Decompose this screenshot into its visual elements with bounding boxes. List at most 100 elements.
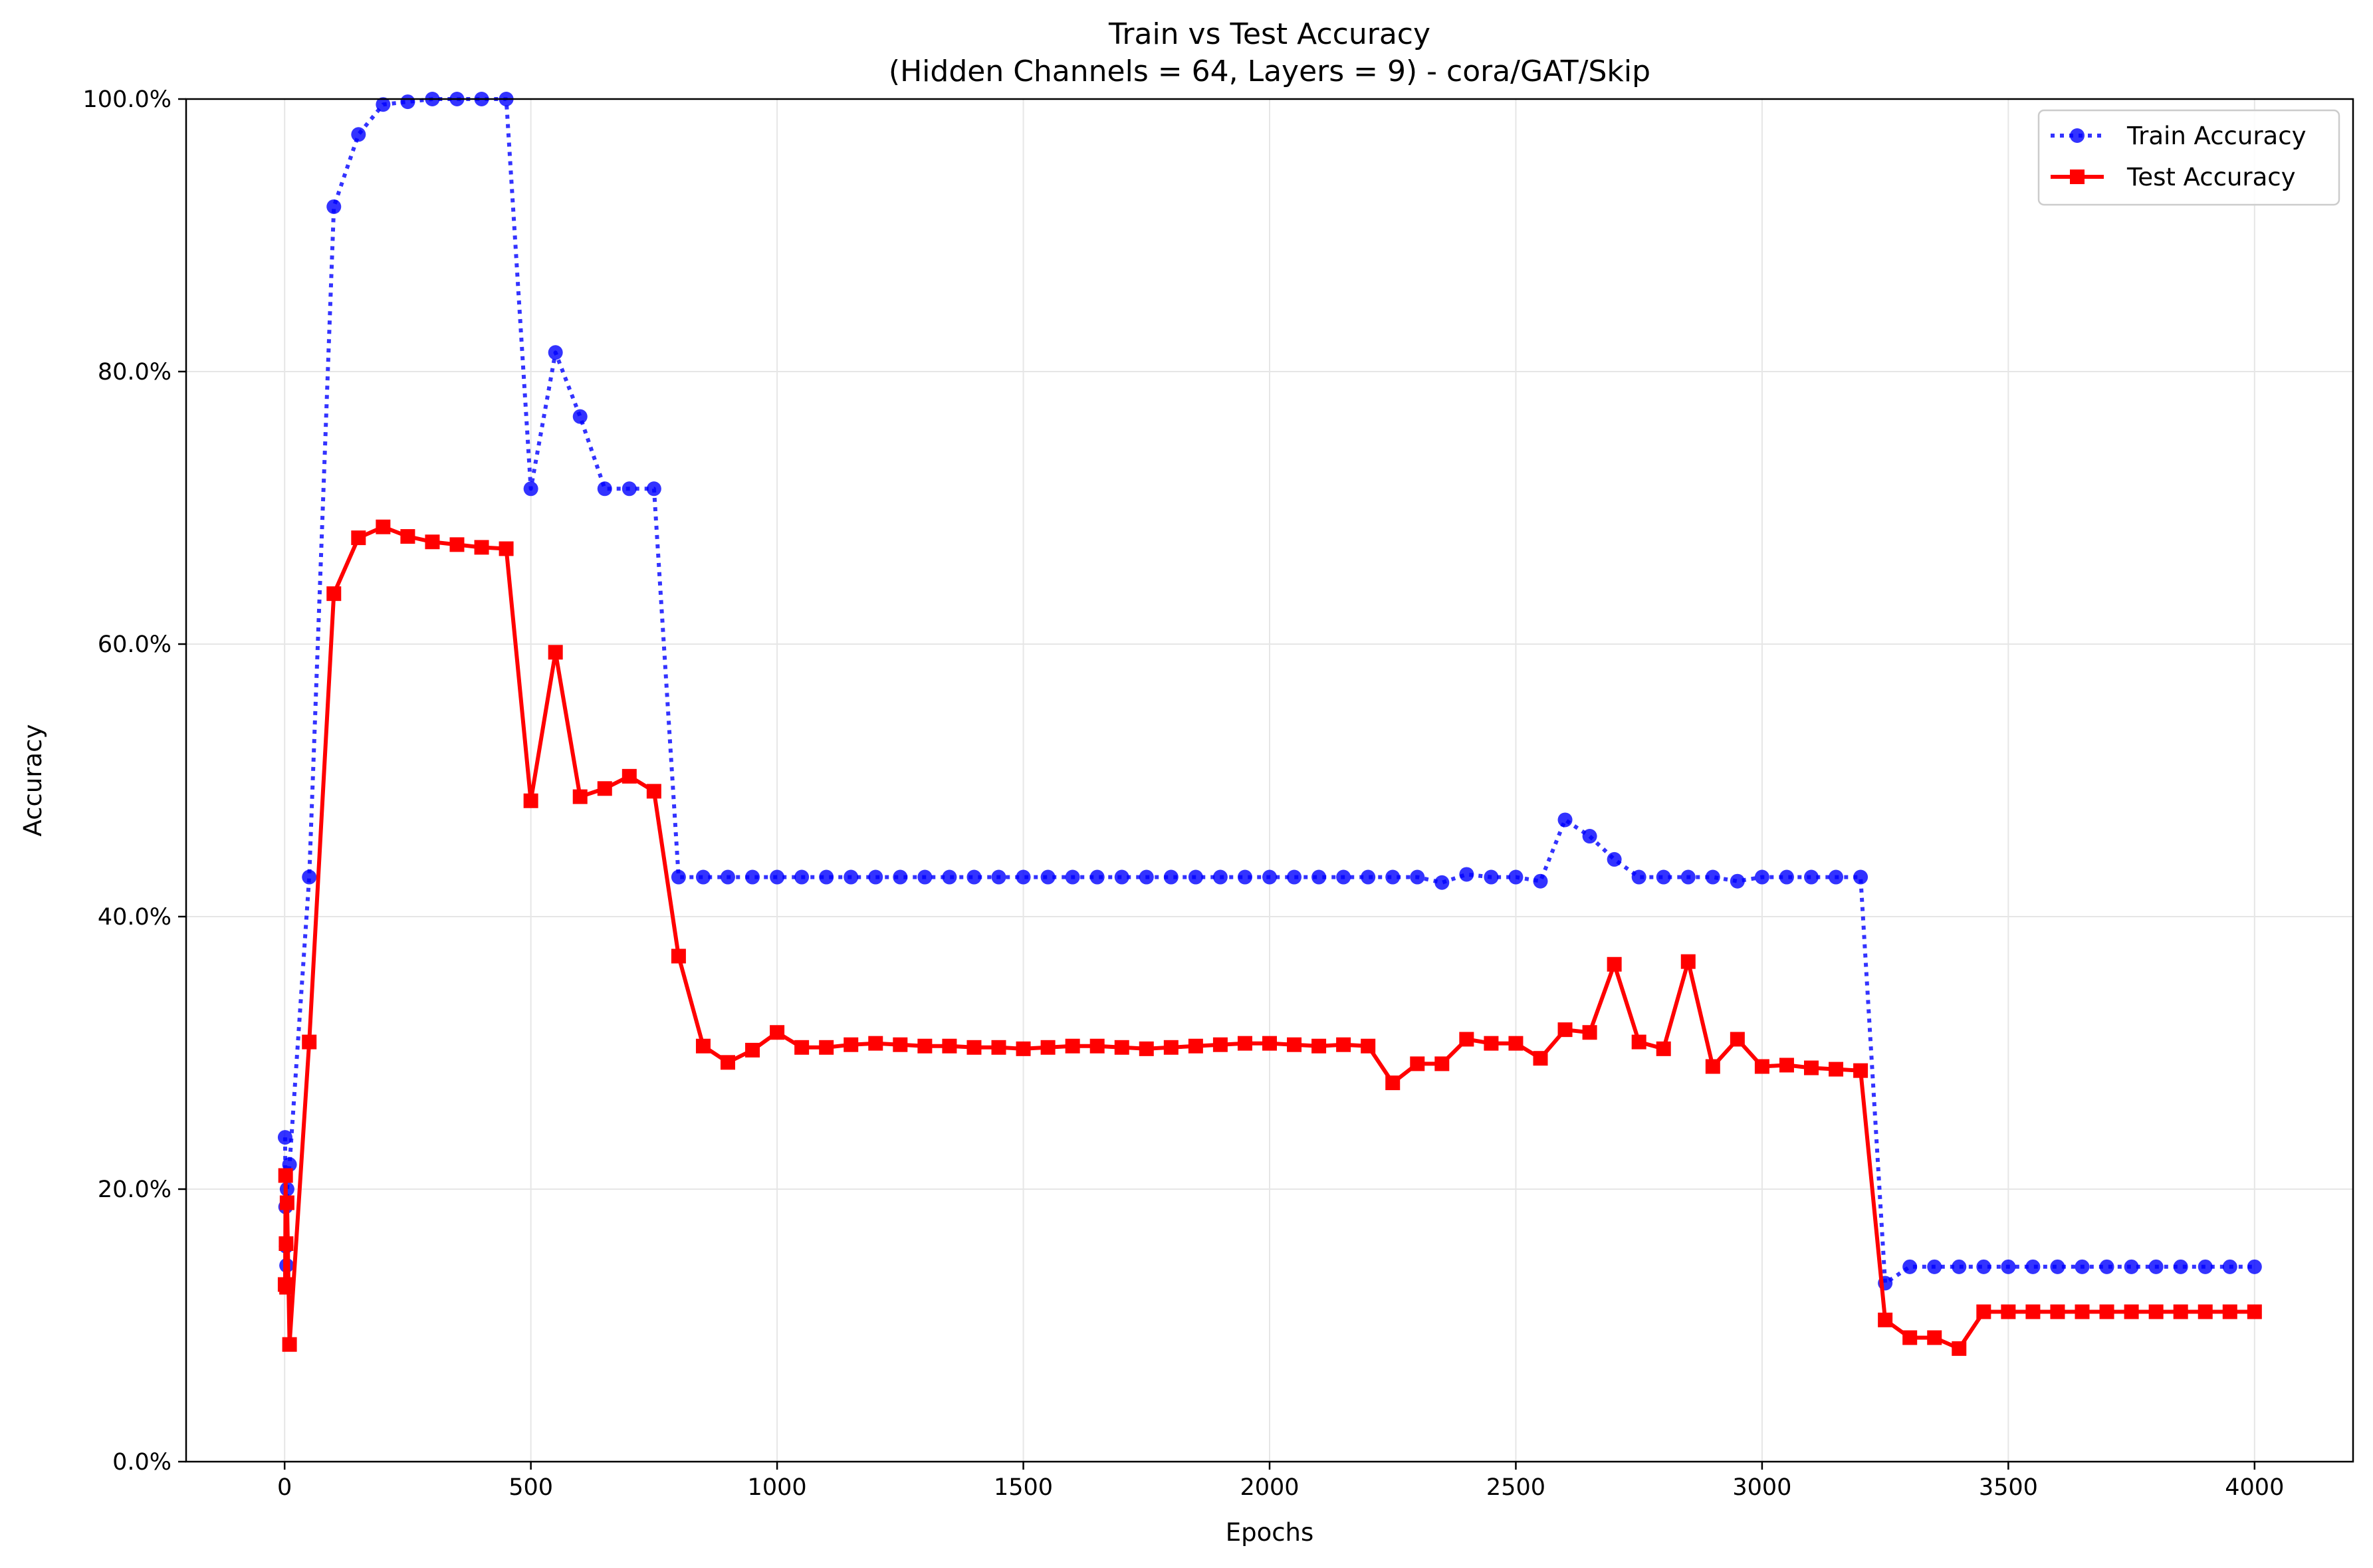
test-accuracy-point	[646, 784, 661, 799]
test-accuracy-point	[278, 1168, 293, 1183]
train-accuracy-point	[745, 869, 760, 885]
train-accuracy-point	[1754, 869, 1769, 885]
train-accuracy-point	[1212, 869, 1228, 885]
legend-test-marker	[2070, 169, 2085, 184]
test-accuracy-point	[2148, 1304, 2164, 1319]
legend-train-label: Train Accuracy	[2126, 122, 2306, 150]
legend-test-label: Test Accuracy	[2126, 163, 2296, 191]
train-accuracy-point	[794, 869, 810, 885]
train-accuracy-point	[2050, 1259, 2065, 1274]
train-accuracy-point	[548, 345, 563, 360]
test-accuracy-point	[2075, 1304, 2090, 1319]
x-tick-label: 2500	[1486, 1474, 1545, 1501]
train-accuracy-point	[893, 869, 908, 885]
x-axis-label: Epochs	[1226, 1518, 1314, 1547]
test-accuracy-point	[671, 949, 686, 964]
test-accuracy-point	[1582, 1025, 1597, 1040]
test-accuracy-point	[844, 1037, 859, 1052]
test-accuracy-point	[376, 519, 391, 534]
plot-area-frame	[185, 98, 2354, 1463]
test-accuracy-point	[351, 530, 366, 546]
test-accuracy-point	[1607, 956, 1622, 972]
test-accuracy-point	[1631, 1034, 1646, 1050]
train-accuracy-point	[1188, 869, 1203, 885]
test-accuracy-point	[523, 793, 538, 808]
train-accuracy-point	[1016, 869, 1031, 885]
x-tick-label: 1000	[748, 1474, 807, 1501]
train-accuracy-point	[1508, 869, 1524, 885]
train-accuracy-point	[1779, 869, 1794, 885]
train-accuracy-point	[1484, 869, 1499, 885]
test-accuracy-point	[721, 1055, 735, 1070]
test-accuracy-point	[1829, 1062, 1844, 1077]
test-accuracy-series	[277, 519, 2262, 1356]
train-accuracy-point	[376, 97, 391, 112]
train-accuracy-point	[868, 869, 883, 885]
train-accuracy-point	[819, 869, 834, 885]
grid-lines	[186, 98, 2353, 1462]
y-tick-label: 0.0%	[112, 1449, 171, 1476]
train-accuracy-point	[2075, 1259, 2090, 1274]
train-accuracy-point	[917, 869, 933, 885]
train-accuracy-point	[1631, 869, 1646, 885]
train-accuracy-point	[400, 94, 415, 110]
test-accuracy-point	[400, 529, 415, 544]
test-accuracy-point	[1237, 1036, 1252, 1051]
test-accuracy-point	[1902, 1330, 1918, 1345]
test-accuracy-point	[1656, 1041, 1671, 1056]
train-accuracy-point	[1902, 1259, 1918, 1274]
y-tick-label: 20.0%	[98, 1176, 171, 1203]
test-accuracy-point	[1557, 1022, 1573, 1038]
test-accuracy-point	[1853, 1063, 1868, 1078]
train-accuracy-point	[1829, 869, 1844, 885]
test-accuracy-point	[991, 1040, 1006, 1055]
train-accuracy-point	[2247, 1259, 2262, 1274]
test-accuracy-point	[1459, 1032, 1474, 1047]
test-accuracy-point	[279, 1236, 294, 1251]
train-accuracy-point	[1163, 869, 1179, 885]
x-tick-label: 3500	[1979, 1474, 2038, 1501]
train-accuracy-point	[1089, 869, 1105, 885]
train-accuracy-point	[844, 869, 859, 885]
chart-legend: Train Accuracy Test Accuracy	[2037, 109, 2340, 206]
test-accuracy-point	[449, 537, 465, 552]
test-accuracy-point	[1804, 1060, 1819, 1075]
test-accuracy-point	[1927, 1330, 1942, 1345]
legend-entry-train: Train Accuracy	[2051, 122, 2306, 150]
legend-train-marker	[2070, 128, 2085, 143]
test-accuracy-point	[326, 586, 342, 602]
x-tick-label: 3000	[1732, 1474, 1791, 1501]
train-accuracy-point	[302, 869, 317, 885]
test-accuracy-point	[819, 1040, 834, 1055]
train-accuracy-point	[671, 869, 686, 885]
test-accuracy-point	[1533, 1051, 1548, 1066]
test-accuracy-point	[1385, 1075, 1401, 1091]
test-accuracy-point	[2124, 1304, 2139, 1319]
legend-entry-test: Test Accuracy	[2051, 163, 2296, 191]
train-accuracy-point	[2148, 1259, 2164, 1274]
train-accuracy-point	[2001, 1259, 2016, 1274]
train-accuracy-point	[351, 127, 366, 142]
train-accuracy-point	[1040, 869, 1056, 885]
test-accuracy-point	[868, 1036, 883, 1051]
test-accuracy-point	[1262, 1036, 1277, 1051]
test-accuracy-point	[2025, 1304, 2041, 1319]
chart-title: Train vs Test Accuracy	[1108, 17, 1430, 51]
x-tick-label: 1500	[994, 1474, 1053, 1501]
test-accuracy-point	[745, 1042, 760, 1058]
test-accuracy-point	[1188, 1038, 1203, 1054]
test-accuracy-point	[2001, 1304, 2016, 1319]
test-accuracy-point	[1730, 1032, 1745, 1047]
train-accuracy-point	[1927, 1259, 1942, 1274]
test-accuracy-point	[1680, 954, 1696, 969]
train-accuracy-point	[646, 481, 661, 497]
chart-subtitle: (Hidden Channels = 64, Layers = 9) - cor…	[889, 55, 1650, 88]
test-accuracy-point	[279, 1195, 294, 1210]
train-accuracy-point	[1311, 869, 1327, 885]
test-accuracy-point	[499, 541, 514, 556]
train-accuracy-point	[622, 481, 637, 497]
x-tick-label: 4000	[2225, 1474, 2284, 1501]
test-accuracy-point	[1508, 1036, 1524, 1051]
test-accuracy-point	[2198, 1304, 2213, 1319]
